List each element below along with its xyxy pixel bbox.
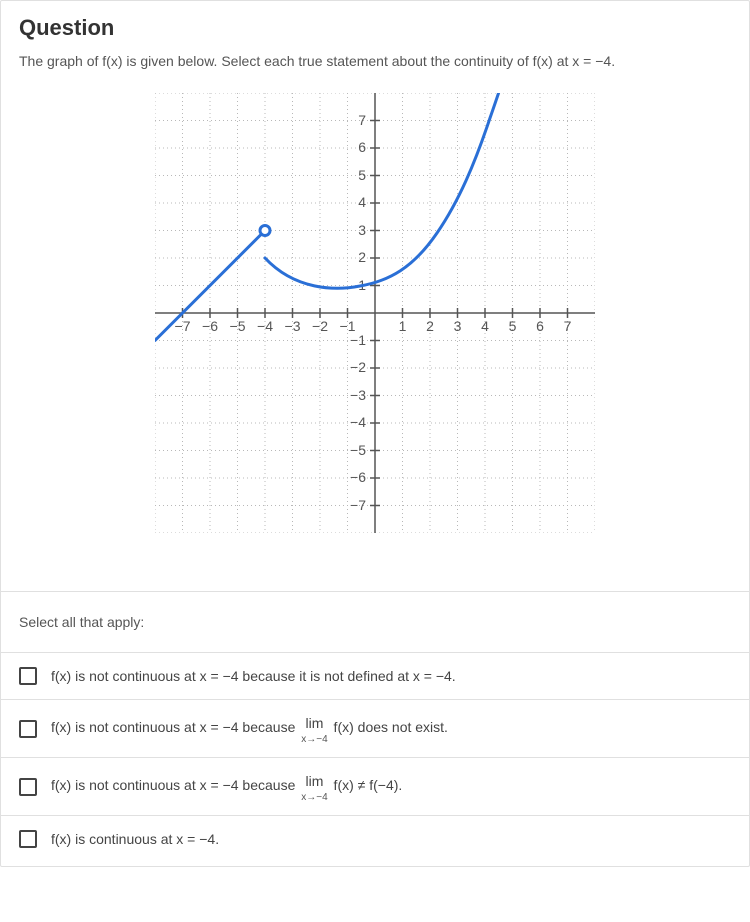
- svg-text:−5: −5: [230, 318, 246, 334]
- svg-text:4: 4: [481, 318, 489, 334]
- svg-text:6: 6: [358, 139, 366, 155]
- checkbox-icon[interactable]: [19, 830, 37, 848]
- option-text: f(x) is continuous at x = −4.: [51, 831, 219, 847]
- chart-container: −7 −6 −5 −4 −3 −2 −1 1 2 3 4 5 6 7 7: [19, 69, 731, 573]
- svg-text:5: 5: [509, 318, 517, 334]
- checkbox-icon[interactable]: [19, 720, 37, 738]
- answer-option[interactable]: f(x) is not continuous at x = −4 because…: [1, 652, 749, 699]
- answer-option[interactable]: f(x) is continuous at x = −4.: [1, 815, 749, 866]
- svg-text:−3: −3: [285, 318, 301, 334]
- limit-notation: limx→−4: [301, 774, 327, 803]
- svg-text:−5: −5: [350, 442, 366, 458]
- question-header: Question The graph of f(x) is given belo…: [1, 1, 749, 592]
- svg-text:−2: −2: [350, 359, 366, 375]
- svg-text:5: 5: [358, 167, 366, 183]
- svg-text:1: 1: [399, 318, 407, 334]
- limit-notation: limx→−4: [301, 716, 327, 745]
- question-card: Question The graph of f(x) is given belo…: [0, 0, 750, 867]
- svg-text:−4: −4: [257, 318, 273, 334]
- answer-option[interactable]: f(x) is not continuous at x = −4 because…: [1, 699, 749, 757]
- svg-text:2: 2: [426, 318, 434, 334]
- question-prompt: The graph of f(x) is given below. Select…: [19, 53, 731, 69]
- svg-text:3: 3: [454, 318, 462, 334]
- question-title: Question: [19, 15, 731, 41]
- svg-text:−6: −6: [202, 318, 218, 334]
- svg-text:−6: −6: [350, 469, 366, 485]
- svg-text:−1: −1: [350, 332, 366, 348]
- svg-text:4: 4: [358, 194, 366, 210]
- answer-option[interactable]: f(x) is not continuous at x = −4 because…: [1, 757, 749, 815]
- svg-text:6: 6: [536, 318, 544, 334]
- option-text: f(x) is not continuous at x = −4 because…: [51, 772, 402, 801]
- open-point-icon: [260, 226, 270, 236]
- svg-text:3: 3: [358, 222, 366, 238]
- option-text: f(x) is not continuous at x = −4 because…: [51, 668, 456, 684]
- svg-text:−4: −4: [350, 414, 366, 430]
- function-graph: −7 −6 −5 −4 −3 −2 −1 1 2 3 4 5 6 7 7: [155, 93, 595, 533]
- svg-text:−3: −3: [350, 387, 366, 403]
- svg-text:7: 7: [564, 318, 572, 334]
- svg-text:−7: −7: [350, 497, 366, 513]
- svg-text:2: 2: [358, 249, 366, 265]
- svg-text:−2: −2: [312, 318, 328, 334]
- checkbox-icon[interactable]: [19, 667, 37, 685]
- checkbox-icon[interactable]: [19, 778, 37, 796]
- svg-text:7: 7: [358, 112, 366, 128]
- select-instruction: Select all that apply:: [1, 592, 749, 652]
- option-text: f(x) is not continuous at x = −4 because…: [51, 714, 448, 743]
